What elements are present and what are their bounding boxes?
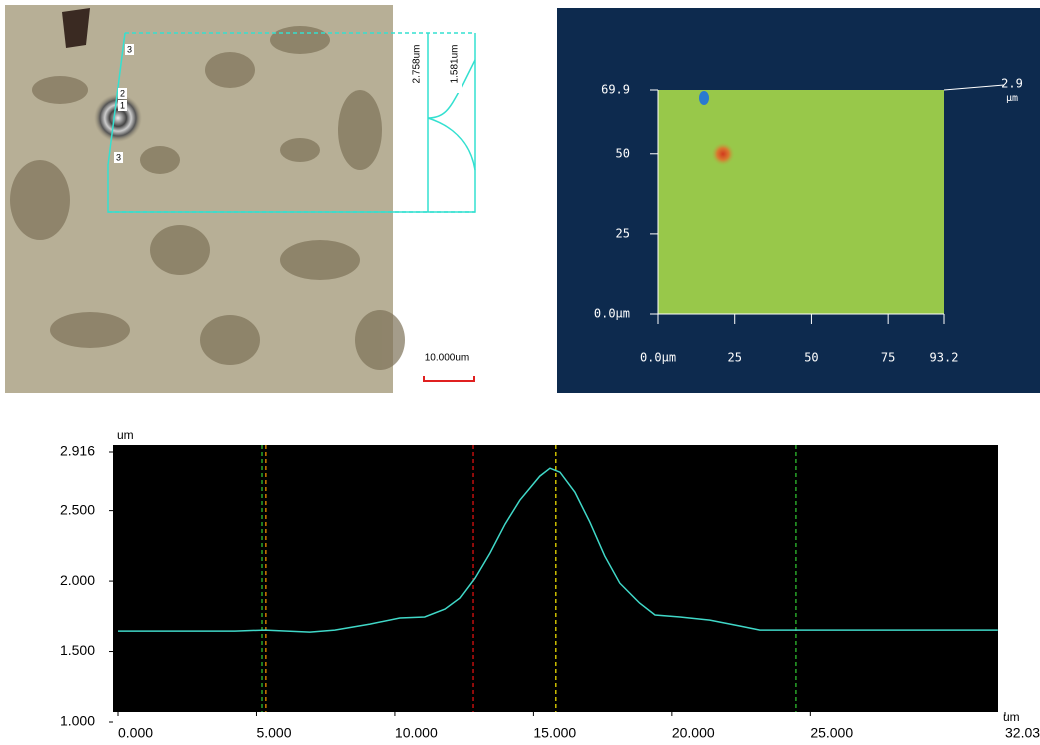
micrograph: 2.758um 1.581um 3 2 1 3 10.000um bbox=[5, 5, 476, 393]
marker: 3 bbox=[116, 152, 121, 162]
y-unit: um bbox=[117, 428, 134, 442]
y-tick-label: 69.9 bbox=[601, 83, 630, 97]
z-max-label: 2.9 bbox=[1001, 77, 1023, 91]
map-image bbox=[658, 90, 944, 314]
z-unit-label: µm bbox=[1006, 93, 1018, 104]
y-tick-label: 2.916 bbox=[60, 443, 95, 459]
x-tick-label: 50 bbox=[804, 351, 818, 365]
x-tick-label: 0.0µm bbox=[640, 351, 676, 365]
y-tick-label: 50 bbox=[616, 146, 630, 160]
x-tick-label: 75 bbox=[881, 351, 895, 365]
map-spot bbox=[711, 142, 735, 166]
marker: 2 bbox=[120, 88, 125, 98]
x-tick-label: 25.000 bbox=[810, 725, 853, 741]
x-tick-label: 0.000 bbox=[118, 725, 153, 741]
screen: 2.758um 1.581um 3 2 1 3 10.000um 0.0µm25… bbox=[0, 0, 1040, 745]
measure-label: 1.581um bbox=[450, 45, 461, 84]
x-tick-label: 20.000 bbox=[672, 725, 715, 741]
x-unit: um bbox=[1003, 710, 1020, 724]
y-tick-label: 1.000 bbox=[60, 713, 95, 729]
x-tick-label: 32.03 bbox=[1005, 725, 1040, 741]
map-spot bbox=[699, 91, 709, 105]
marker: 3 bbox=[127, 44, 132, 54]
measure-label: 2.758um bbox=[412, 45, 423, 84]
y-tick-label: 2.500 bbox=[60, 501, 95, 517]
x-tick-label: 93.2 bbox=[930, 351, 959, 365]
x-tick-label: 25 bbox=[727, 351, 741, 365]
scale-bar-label: 10.000um bbox=[425, 353, 469, 364]
x-tick-label: 10.000 bbox=[395, 725, 438, 741]
y-tick-label: 2.000 bbox=[60, 572, 95, 588]
marker: 1 bbox=[120, 100, 125, 110]
y-tick-label: 0.0µm bbox=[594, 307, 630, 321]
x-tick-label: 15.000 bbox=[533, 725, 576, 741]
x-tick-label: 5.000 bbox=[256, 725, 291, 741]
y-tick-label: 1.500 bbox=[60, 642, 95, 658]
y-tick-label: 25 bbox=[616, 226, 630, 240]
